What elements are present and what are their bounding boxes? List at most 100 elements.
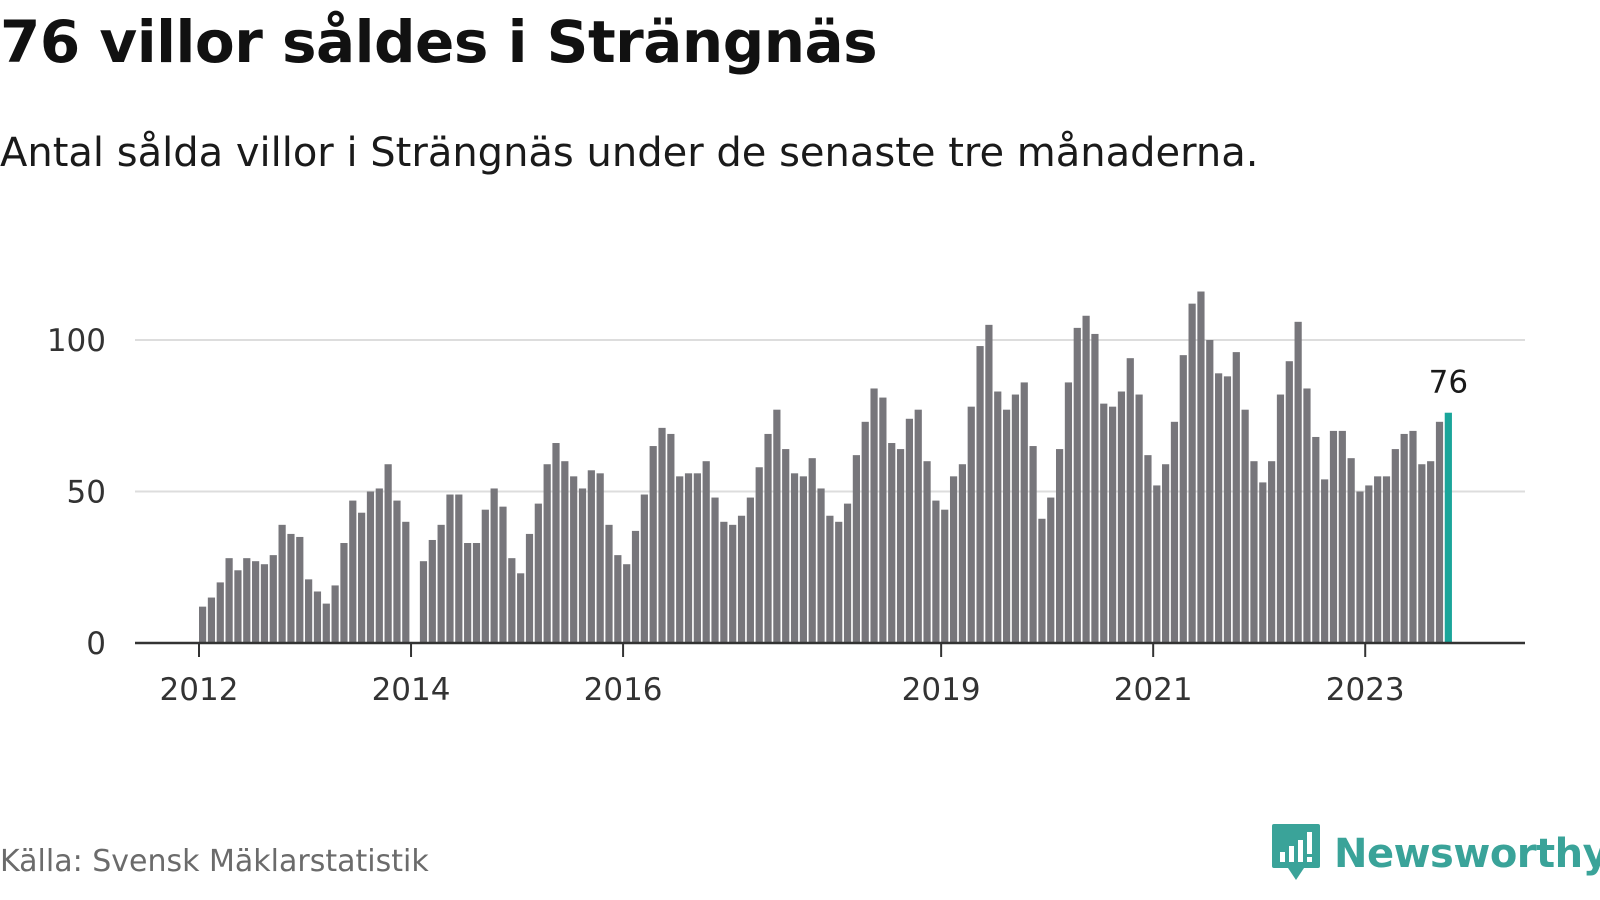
bar (870, 388, 878, 643)
bar (1391, 449, 1399, 643)
bar (658, 427, 666, 643)
bar (1100, 403, 1108, 643)
bar (614, 555, 622, 643)
bar (1047, 497, 1055, 643)
bar (587, 470, 595, 643)
bar (1002, 409, 1011, 643)
bar (578, 488, 587, 643)
bar (1029, 446, 1037, 643)
bar (1170, 421, 1179, 643)
bar (1365, 485, 1373, 643)
bar (1135, 394, 1143, 643)
bar (693, 473, 701, 643)
bar (985, 324, 993, 643)
bar (499, 506, 507, 643)
bar (1197, 291, 1205, 643)
bar (994, 391, 1002, 643)
bar (1418, 464, 1426, 643)
bar (852, 455, 860, 643)
bar (534, 503, 542, 643)
x-tick-label: 2014 (372, 672, 451, 708)
bar (684, 473, 693, 643)
bar (843, 503, 852, 643)
bar (349, 500, 357, 643)
bar (737, 515, 746, 643)
bar (702, 461, 710, 643)
bar (561, 461, 569, 643)
source-note: Källa: Svensk Mäklarstatistik (0, 844, 429, 879)
bar (888, 443, 896, 643)
bar (525, 533, 534, 643)
bar (923, 461, 931, 643)
bar (472, 543, 481, 643)
bar (322, 603, 330, 643)
bar (1321, 479, 1329, 643)
bar (252, 561, 260, 643)
bar (234, 570, 242, 643)
bar (905, 418, 913, 643)
bar (720, 521, 728, 643)
bar (428, 539, 436, 643)
bar (1206, 340, 1214, 643)
bar (1329, 430, 1338, 643)
bar (296, 536, 304, 643)
bar (490, 488, 498, 643)
bar (1055, 449, 1064, 643)
bar (932, 500, 940, 643)
bar (623, 564, 631, 643)
newsworthy-logo-icon (1272, 824, 1320, 880)
bar (799, 476, 807, 643)
bar (508, 558, 516, 643)
bar (649, 446, 657, 643)
bar (243, 558, 251, 643)
bar (782, 449, 790, 643)
bar (1144, 455, 1152, 643)
bar (790, 473, 799, 643)
bar (879, 397, 887, 643)
bar (287, 533, 295, 643)
bar (605, 524, 613, 643)
chart-subtitle: Antal sålda villor i Strängnäs under de … (0, 130, 1259, 176)
bar (1126, 358, 1134, 643)
bar (1356, 491, 1364, 643)
bar (1073, 327, 1081, 643)
bars (199, 291, 1452, 643)
bar (808, 458, 816, 643)
bar (1117, 391, 1126, 643)
x-tick-label: 2023 (1326, 672, 1405, 708)
bar (1223, 376, 1232, 643)
last-value-label: 76 (1429, 365, 1468, 401)
bar (437, 524, 445, 643)
x-tick-label: 2016 (584, 672, 663, 708)
bar (1188, 303, 1196, 643)
bar (835, 521, 843, 643)
bar (419, 561, 428, 643)
bar (1232, 352, 1240, 643)
bar (1347, 458, 1355, 643)
bar (402, 521, 410, 643)
bar (1285, 361, 1293, 643)
bar (1427, 461, 1435, 643)
bar (1435, 421, 1444, 643)
bar (384, 464, 392, 643)
bar (543, 464, 551, 643)
bar (269, 555, 277, 643)
gridlines (135, 339, 1525, 493)
bar (746, 497, 754, 643)
bar (278, 524, 286, 643)
bar (1303, 388, 1311, 643)
bar (958, 464, 967, 643)
bar (358, 512, 366, 643)
bar (941, 509, 949, 643)
brand-logo[interactable]: Newsworthy (1270, 820, 1600, 888)
bar (517, 573, 525, 643)
bar (1011, 394, 1020, 643)
bar (331, 585, 339, 643)
bar (1259, 482, 1267, 643)
bar (1082, 315, 1090, 643)
bar (1294, 321, 1302, 643)
bar (1400, 433, 1408, 643)
bar (1312, 436, 1320, 643)
bar (305, 579, 313, 643)
bar (729, 524, 737, 643)
